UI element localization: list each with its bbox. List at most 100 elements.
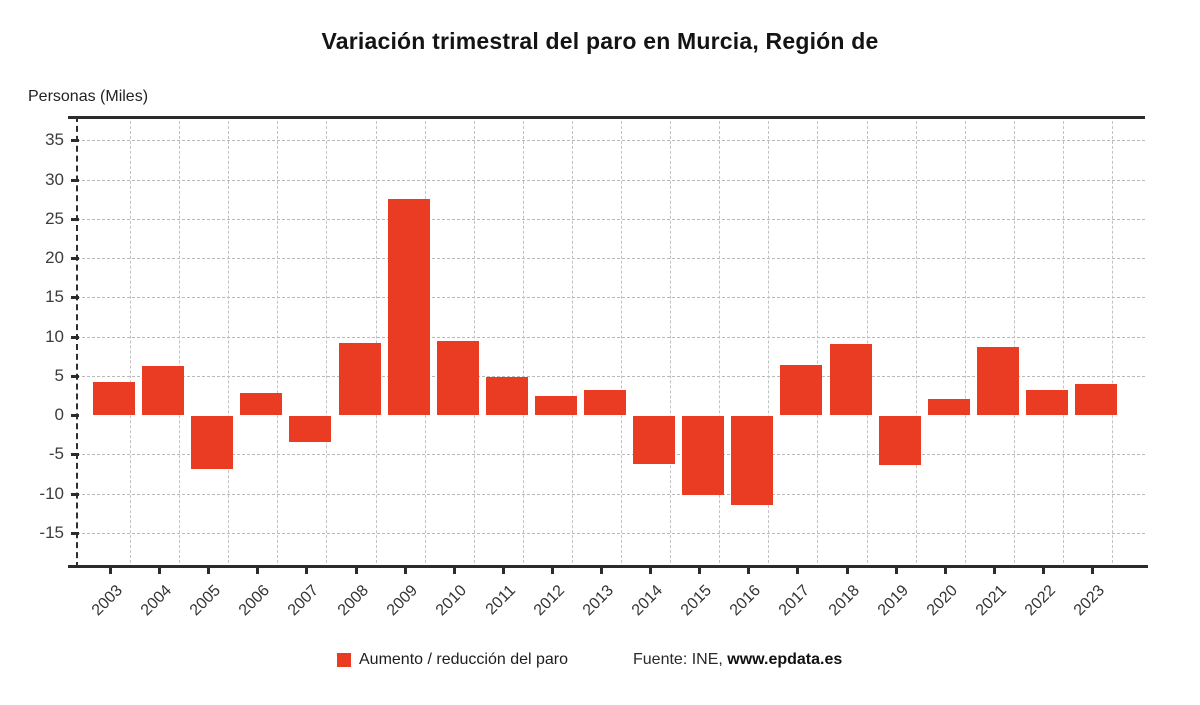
x-tick-mark	[796, 568, 800, 574]
h-gridline	[77, 258, 1145, 259]
bar-2011	[485, 377, 528, 415]
legend-swatch	[337, 653, 351, 667]
x-tick-mark	[452, 568, 456, 574]
v-gridline	[228, 116, 230, 568]
y-axis-unit-label: Personas (Miles)	[28, 88, 149, 105]
bar-2005	[191, 416, 234, 469]
y-tick-label: 10	[45, 326, 64, 346]
y-tick-label: 25	[45, 208, 64, 228]
x-axis-line	[68, 565, 1148, 568]
bar-2014	[633, 416, 676, 464]
y-tick-mark	[71, 139, 79, 143]
y-axis-line	[76, 116, 78, 568]
x-tick-mark	[207, 568, 211, 574]
v-gridline	[866, 116, 868, 568]
bar-2004	[142, 365, 185, 415]
y-tick-label: 35	[45, 130, 64, 150]
x-tick-mark	[600, 568, 603, 574]
x-tick-label: 2003	[88, 582, 127, 620]
x-tick-label: 2010	[432, 582, 470, 620]
bar-2022	[1025, 389, 1068, 415]
v-gridline	[1112, 116, 1113, 568]
x-tick-label: 2016	[727, 582, 765, 620]
y-tick-label: -5	[48, 444, 64, 464]
h-gridline	[77, 140, 1145, 142]
y-tick-mark	[71, 414, 79, 417]
y-tick-mark	[71, 296, 79, 300]
v-gridline	[571, 116, 573, 568]
y-tick-label: 5	[54, 365, 64, 385]
v-gridline	[130, 116, 131, 568]
bar-2013	[584, 389, 626, 415]
x-tick-label: 2007	[285, 582, 323, 620]
bar-2021	[976, 346, 1019, 415]
legend: Aumento / reducción del paro Fuente: INE…	[0, 648, 1200, 678]
x-axis-labels: 2003 2004 2005 2006 2007 2008 2009 2010 2011 2012…	[77, 576, 1177, 646]
x-tick-mark	[943, 568, 947, 574]
x-tick-label: 2013	[579, 582, 618, 620]
v-gridline	[915, 116, 917, 568]
bar-2015	[682, 416, 725, 496]
bar-2019	[878, 416, 921, 466]
y-tick-label: -15	[39, 522, 64, 542]
x-tick-label: 2012	[530, 582, 568, 620]
bar-2010	[436, 341, 479, 415]
x-tick-label: 2023	[1070, 582, 1109, 620]
h-gridline	[77, 297, 1145, 299]
zero-baseline	[68, 116, 1145, 119]
bar-2006	[240, 393, 283, 415]
y-tick-label: 30	[45, 169, 64, 189]
plot-area	[68, 116, 1148, 574]
x-tick-mark	[894, 568, 898, 574]
x-tick-mark	[256, 568, 260, 574]
x-tick-label: 2017	[776, 582, 814, 620]
bar-2020	[927, 399, 970, 415]
y-tick-mark	[71, 492, 79, 496]
y-tick-label: 15	[45, 287, 64, 307]
y-tick-mark	[71, 178, 79, 182]
x-tick-label: 2009	[383, 582, 421, 620]
v-gridline	[817, 116, 819, 568]
h-gridline	[77, 493, 1145, 495]
bar-2009	[387, 199, 430, 415]
v-gridline	[522, 116, 524, 568]
x-tick-label: 2018	[825, 582, 863, 620]
h-gridline	[77, 454, 1145, 456]
x-tick-mark	[649, 568, 653, 574]
y-tick-label: 20	[45, 248, 64, 267]
v-gridline	[719, 116, 721, 568]
v-gridline	[277, 116, 279, 568]
y-tick-mark	[71, 374, 79, 378]
y-tick-mark	[71, 531, 79, 535]
h-gridline	[77, 532, 1145, 534]
source-prefix: Fuente: INE,	[633, 651, 728, 668]
x-tick-mark	[698, 568, 702, 574]
y-tick-mark	[71, 335, 79, 339]
v-gridline	[768, 116, 770, 568]
x-tick-label: 2015	[678, 582, 716, 620]
x-tick-label: 2022	[1021, 582, 1059, 620]
x-tick-label: 2006	[236, 582, 274, 620]
bar-2016	[731, 416, 774, 505]
y-tick-mark	[71, 257, 79, 260]
v-gridline	[621, 116, 622, 568]
x-tick-mark	[354, 568, 358, 574]
y-tick-label: 0	[54, 405, 64, 424]
h-gridline	[77, 179, 1145, 181]
bar-2017	[780, 364, 823, 415]
bar-2018	[829, 343, 872, 415]
x-tick-mark	[845, 568, 849, 574]
x-tick-mark	[1041, 568, 1045, 574]
h-gridline	[77, 375, 1145, 377]
x-tick-label: 2011	[482, 582, 519, 619]
legend-label: Aumento / reducción del paro	[359, 651, 569, 668]
x-tick-label: 2004	[137, 582, 176, 620]
bar-2008	[338, 342, 381, 415]
v-gridline	[179, 116, 181, 568]
v-gridline	[1062, 116, 1064, 568]
h-gridline	[77, 218, 1145, 220]
x-tick-mark	[1091, 568, 1094, 574]
y-axis-labels: 35 30 25 20 15 10 5 0 -5 -10 -15	[0, 116, 64, 568]
source-site-link[interactable]: www.epdata.es	[727, 651, 843, 668]
bar-2003	[93, 382, 135, 415]
